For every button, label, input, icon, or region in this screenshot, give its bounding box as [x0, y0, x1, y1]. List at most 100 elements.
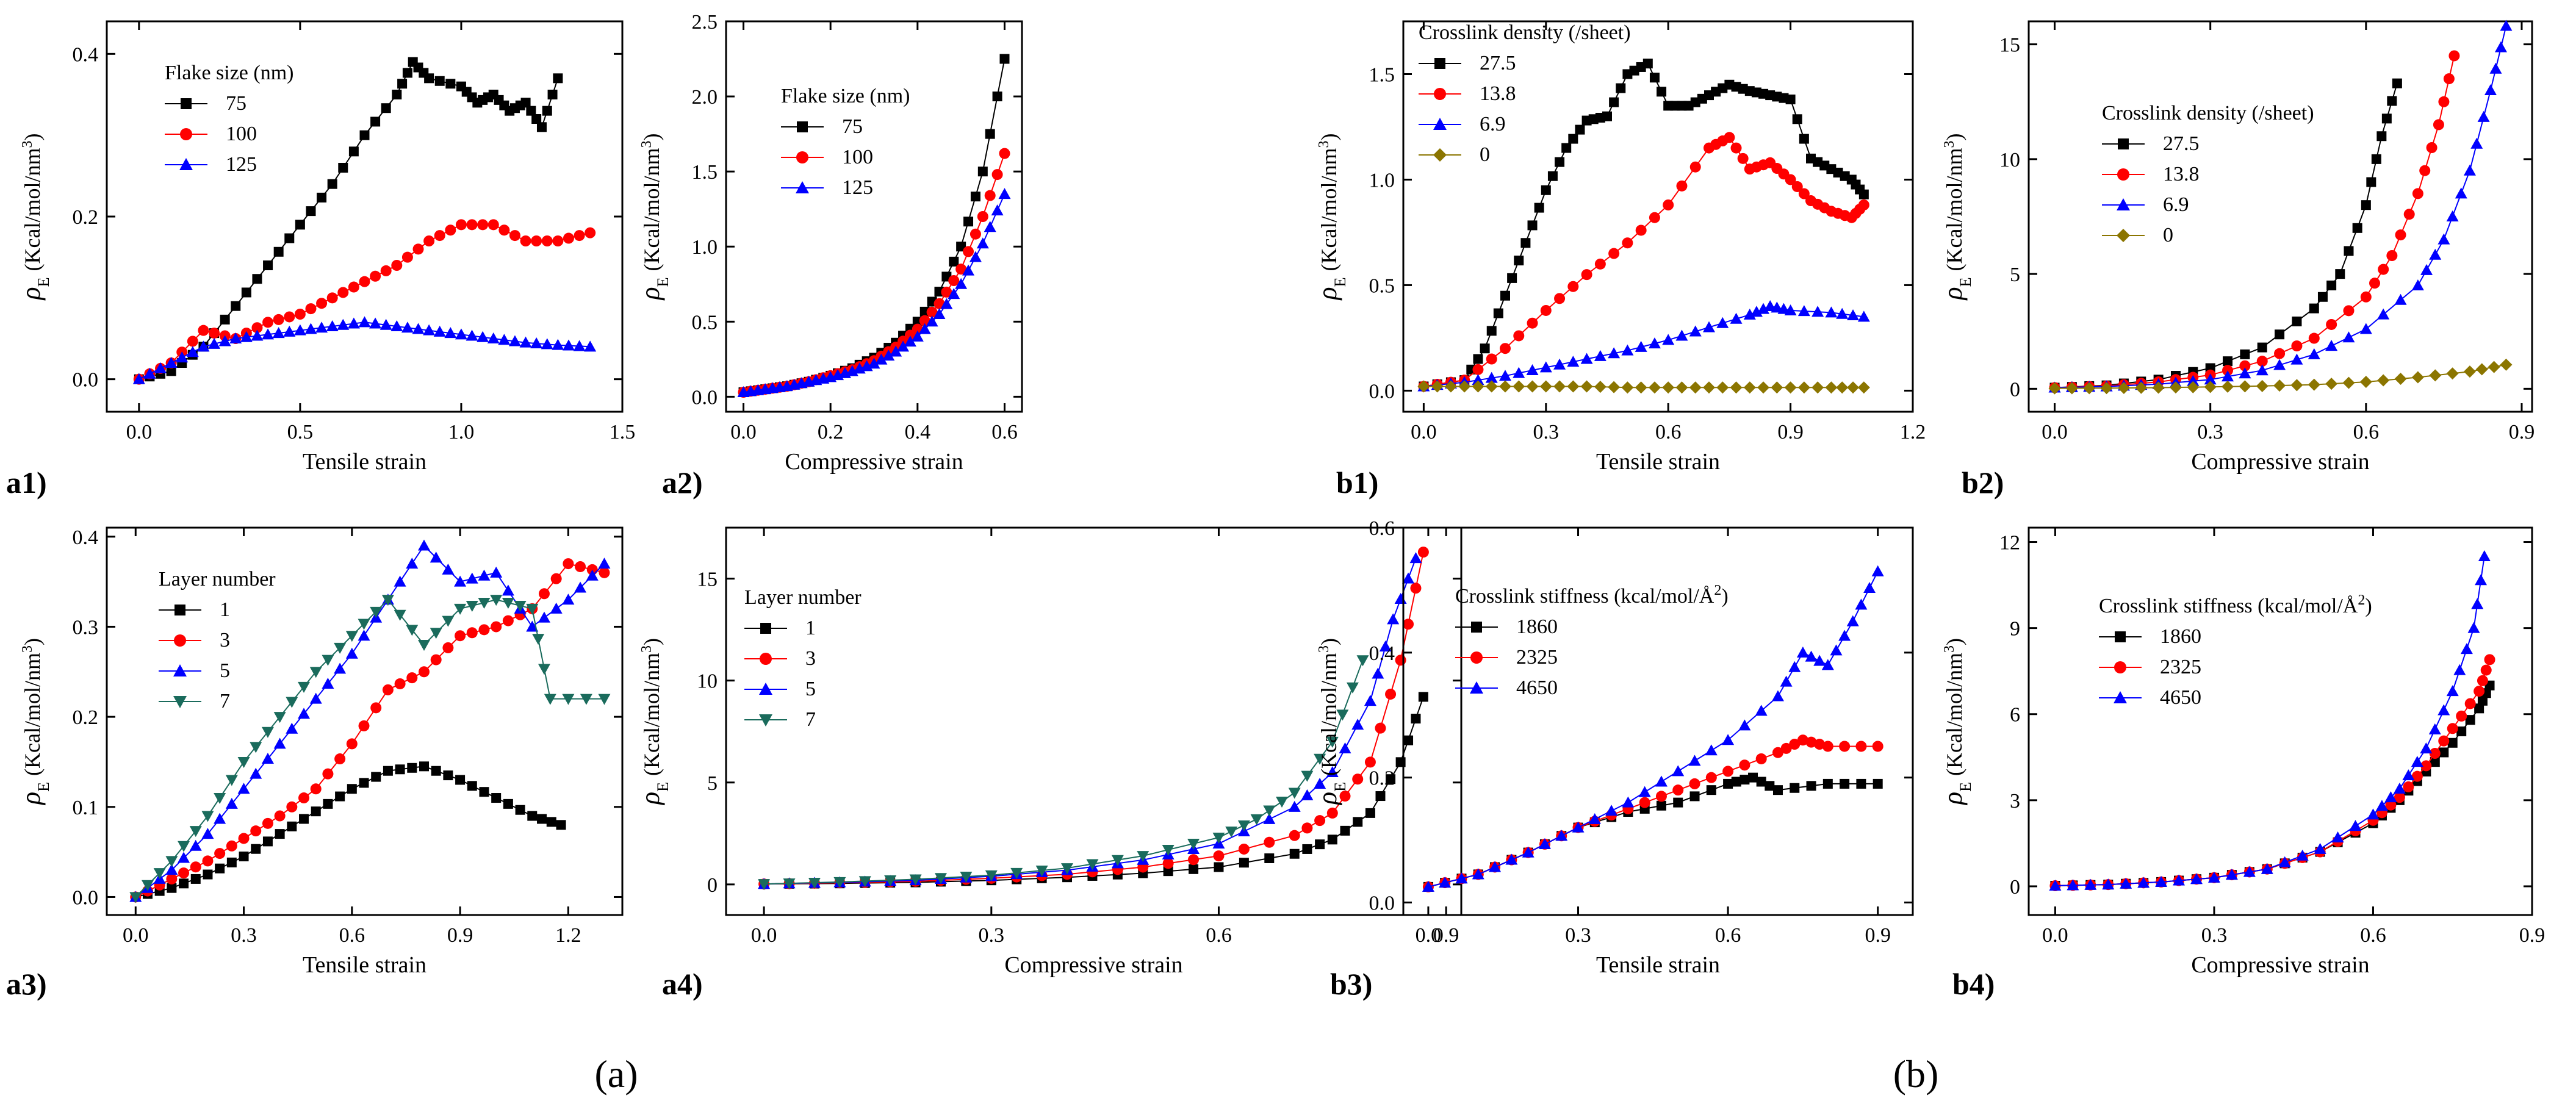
data-point-a3-7 [201, 811, 214, 822]
legend-title-text: Layer number [744, 586, 862, 609]
data-point-b1-27.5 [1785, 95, 1796, 104]
data-point-a4-1 [1411, 714, 1421, 724]
legend-label-b2: 13.8 [2163, 163, 2200, 185]
data-point-a2-100 [919, 315, 930, 326]
y-axis-label-part: (Kcal/mol/nm [1942, 653, 1966, 776]
data-point-a3-5 [322, 677, 334, 689]
plot-frame-b3 [1402, 526, 1914, 916]
data-point-b4-2325 [2394, 792, 2405, 803]
data-point-a3-1 [251, 844, 261, 854]
data-point-a3-5 [214, 813, 226, 824]
data-point-a4-3 [1403, 619, 1414, 630]
data-point-a4-1 [1375, 791, 1386, 802]
data-point-a1-75 [445, 79, 456, 89]
data-point-a3-5 [478, 569, 491, 581]
data-point-b2-6.9 [2256, 364, 2268, 376]
data-point-b1-0 [1539, 380, 1552, 393]
legend-marker-a1-100 [180, 128, 192, 140]
data-point-b2-13.8 [2378, 264, 2389, 275]
data-point-a1-100 [585, 227, 596, 239]
plot-frame-a4 [725, 526, 1462, 916]
data-point-a3-7 [394, 609, 406, 621]
data-point-a3-5 [298, 708, 311, 719]
data-point-a3-7 [165, 856, 178, 867]
data-point-b3-4650 [1422, 880, 1434, 892]
data-point-b2-27.5 [2352, 223, 2362, 233]
data-point-a1-125 [293, 324, 306, 336]
y-axis-label-part: ρ [16, 792, 46, 806]
data-point-a3-5 [574, 581, 587, 593]
data-point-b3-4650 [1796, 646, 1809, 658]
data-point-b2-6.9 [2489, 62, 2502, 74]
data-point-a3-3 [262, 817, 273, 829]
data-point-a3-5 [502, 584, 514, 596]
data-point-b1-13.8 [1689, 161, 1701, 173]
legend-label-a3: 3 [220, 629, 230, 651]
data-point-a1-125 [154, 362, 167, 373]
data-point-a1-125 [208, 337, 221, 349]
data-point-b1-13.8 [1540, 304, 1552, 316]
x-tick-label-a4: 0.3 [979, 924, 1005, 947]
data-point-b2-0 [2169, 381, 2182, 394]
data-point-a1-125 [498, 334, 511, 345]
legend-marker-a3-3 [174, 634, 186, 647]
data-point-a1-125 [186, 346, 199, 357]
data-point-b2-6.9 [2455, 187, 2467, 199]
data-point-a1-125 [584, 340, 597, 352]
data-point-b2-0 [2475, 363, 2488, 376]
y-axis-label-b4: ρE (Kcal/mol/nm3) [1938, 638, 1974, 806]
data-point-a3-1 [311, 806, 321, 817]
data-point-a1-75 [220, 314, 230, 325]
data-point-b1-27.5 [1642, 59, 1653, 69]
data-point-b1-0 [1608, 381, 1621, 393]
data-point-b4-1860 [2474, 703, 2484, 714]
data-point-a1-125 [347, 317, 360, 329]
panel-b4: 0.0 0.3 0.6 0.9 0 3 6 9 12 Compressive strain ρE (K… [1938, 526, 2545, 1001]
data-point-a3-7 [141, 880, 154, 891]
y-axis-label-a4: ρE (Kcal/mol/nm3) [635, 638, 672, 806]
series-line-b2-6.9 [2054, 26, 2507, 389]
data-point-b4-2325 [2456, 710, 2467, 722]
data-point-b2-0 [2100, 382, 2113, 395]
data-point-b2-0 [2117, 381, 2130, 394]
data-point-b1-27.5 [1568, 134, 1578, 144]
legend-a1: Flake size (nm) 75 100 125 [165, 62, 294, 176]
data-point-a3-3 [430, 654, 442, 666]
legend-label-a2: 100 [842, 146, 873, 168]
data-point-a3-3 [382, 684, 394, 695]
data-point-a2-125 [962, 264, 975, 276]
data-point-a4-5 [1351, 719, 1364, 730]
data-point-b1-0 [1417, 380, 1430, 393]
x-tick-label-b3: 0.6 [1715, 924, 1741, 947]
data-point-a1-100 [455, 219, 467, 231]
data-point-b1-0 [1662, 381, 1675, 394]
data-point-a3-1 [467, 781, 477, 791]
data-point-a3-3 [442, 642, 454, 653]
data-point-a3-7 [478, 598, 491, 609]
y-axis-label-part: 3 [1316, 141, 1332, 148]
data-point-a3-3 [419, 666, 430, 678]
data-point-a3-5 [345, 647, 358, 659]
data-point-a4-5 [1364, 695, 1376, 706]
data-point-a3-3 [298, 792, 310, 804]
data-point-b1-6.9 [1857, 310, 1870, 322]
data-point-b2-6.9 [2273, 359, 2286, 370]
data-point-b2-0 [2239, 380, 2251, 393]
data-point-b1-27.5 [1616, 83, 1626, 93]
data-point-b3-1860 [1748, 772, 1758, 783]
data-point-b4-4650 [2278, 856, 2291, 867]
data-point-a4-7 [1326, 736, 1339, 748]
data-point-a3-3 [202, 855, 214, 867]
data-point-b2-27.5 [2361, 200, 2371, 210]
data-point-a3-3 [358, 720, 370, 731]
data-point-a1-125 [487, 332, 500, 343]
y-tick-label-b3: 0.6 [1369, 517, 1395, 540]
x-tick-label-a1: 1.0 [448, 421, 475, 443]
data-point-a1-100 [552, 235, 564, 246]
data-point-b3-1860 [1656, 800, 1666, 811]
data-point-b2-0 [2187, 381, 2200, 393]
data-point-a4-7 [758, 879, 771, 891]
data-point-a1-125 [229, 332, 242, 343]
data-point-a3-7 [580, 694, 592, 705]
data-point-b1-27.5 [1547, 171, 1558, 181]
